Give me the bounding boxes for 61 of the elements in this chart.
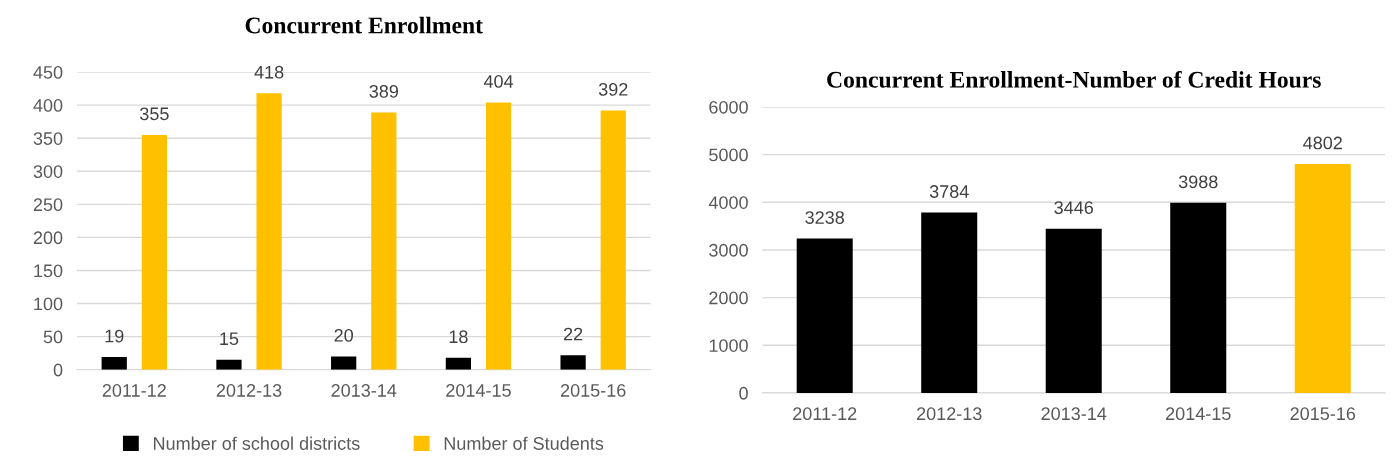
y-tick-label: 400	[33, 99, 63, 112]
data-label: 22	[563, 327, 583, 341]
bar	[1294, 164, 1351, 393]
x-tick-label: 2012-13	[917, 407, 982, 421]
x-tick-label: 2012-13	[216, 384, 282, 397]
y-tick-label: 200	[33, 231, 63, 245]
y-tick-label: 300	[33, 165, 63, 178]
y-tick-label: 1000	[709, 339, 748, 352]
x-tick-label: 2014-15	[1166, 407, 1231, 421]
data-label: 19	[105, 329, 124, 343]
bar	[796, 238, 853, 393]
y-tick-label: 2000	[709, 291, 748, 305]
bar	[101, 357, 127, 370]
data-label: 355	[140, 107, 169, 121]
data-label: 4802	[1303, 136, 1342, 150]
y-tick-label: 6000	[709, 100, 748, 114]
bar	[216, 359, 242, 370]
chart-title: Concurrent Enrollment	[245, 16, 483, 34]
data-label: 389	[369, 84, 399, 98]
data-label: 392	[598, 82, 628, 96]
x-tick-label: 2011-12	[102, 384, 166, 397]
bar	[1045, 228, 1102, 393]
bar	[331, 356, 357, 370]
data-label: 3988	[1178, 175, 1218, 189]
bar	[600, 110, 626, 370]
y-tick-label: 3000	[709, 243, 748, 257]
chart-title: Concurrent Enrollment-Number of Credit Hours	[827, 70, 1321, 88]
bar	[371, 112, 397, 370]
bar	[921, 212, 978, 393]
y-tick-label: 4000	[708, 196, 748, 209]
data-label: 404	[483, 75, 514, 88]
y-tick-label: 100	[34, 297, 63, 311]
y-tick-label: 0	[53, 363, 63, 377]
x-tick-label: 2013-14	[331, 384, 397, 397]
data-label: 20	[334, 328, 353, 342]
legend-label: Number of school districts	[154, 436, 360, 450]
bar	[560, 355, 586, 370]
y-tick-label: 5000	[709, 148, 748, 162]
data-label: 18	[449, 330, 468, 344]
x-tick-label: 2014-15	[446, 384, 511, 397]
bar	[1170, 202, 1227, 393]
data-label: 15	[220, 332, 239, 346]
legend-label: Number of Students	[444, 436, 604, 450]
y-tick-label: 450	[33, 66, 63, 79]
x-tick-label: 2013-14	[1041, 407, 1107, 421]
data-label: 418	[254, 65, 284, 79]
x-tick-label: 2015-16	[560, 384, 626, 397]
bar	[256, 93, 282, 370]
y-tick-label: 50	[43, 330, 63, 344]
x-tick-label: 2015-16	[1290, 407, 1356, 421]
y-tick-label: 350	[33, 132, 63, 145]
data-label: 3784	[929, 185, 969, 198]
bar	[485, 102, 512, 370]
x-tick-label: 2011-12	[793, 407, 857, 421]
data-label: 3238	[805, 211, 845, 224]
bar	[141, 134, 167, 370]
y-tick-label: 250	[33, 198, 63, 212]
y-tick-label: 0	[739, 386, 748, 400]
bar	[445, 357, 471, 370]
y-tick-label: 150	[34, 264, 63, 278]
data-label: 3446	[1054, 201, 1094, 214]
